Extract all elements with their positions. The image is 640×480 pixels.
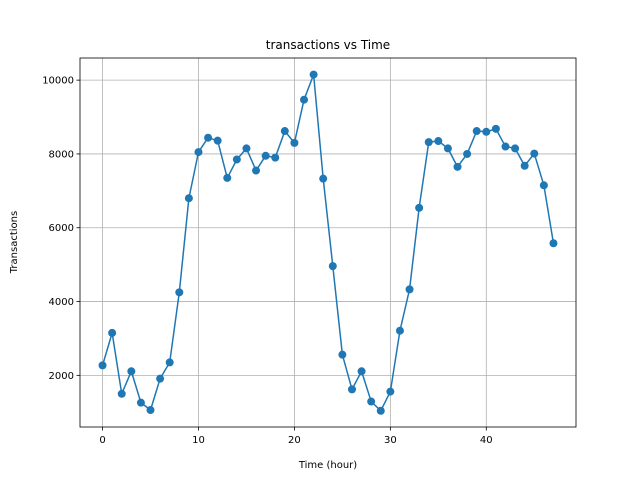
x-axis-label: Time (hour) (298, 460, 357, 471)
data-point (386, 387, 395, 396)
y-tick-label: 2000 (49, 371, 74, 382)
y-tick-label: 10000 (42, 76, 74, 87)
data-point (127, 367, 136, 376)
x-tick-label: 30 (384, 435, 397, 446)
data-point (136, 398, 145, 407)
data-point (405, 285, 414, 294)
data-point (194, 148, 203, 157)
y-axis-label: Transactions (9, 211, 20, 274)
data-point (252, 166, 261, 175)
grid (80, 58, 576, 427)
data-point (290, 138, 299, 147)
data-point (328, 262, 337, 271)
data-point (338, 350, 347, 359)
data-point (520, 161, 529, 170)
data-point (491, 124, 500, 133)
data-point (232, 155, 241, 164)
plot-area (80, 58, 576, 427)
data-point (357, 367, 366, 376)
data-point (319, 174, 328, 183)
data-point (300, 95, 309, 104)
data-point (242, 144, 251, 153)
data-point (549, 239, 558, 248)
data-point (472, 127, 481, 136)
data-point (501, 142, 510, 151)
x-tick-label: 40 (480, 435, 493, 446)
y-tick-label: 4000 (49, 297, 74, 308)
plot-frame (79, 57, 577, 428)
x-tick-label: 0 (99, 435, 105, 446)
data-point (108, 328, 117, 337)
data-point (376, 406, 385, 415)
data-point (415, 203, 424, 212)
data-point (309, 70, 318, 79)
x-tick-label: 10 (192, 435, 205, 446)
y-axis: 2000 4000 6000 8000 10000 (42, 76, 80, 382)
data-point (347, 385, 356, 394)
data-point (530, 149, 539, 158)
data-point (424, 138, 433, 147)
data-point (434, 137, 443, 146)
data-point (443, 144, 452, 153)
x-tick-label: 20 (288, 435, 301, 446)
data-point (511, 144, 520, 153)
data-point (271, 153, 280, 162)
y-tick-label: 6000 (49, 223, 74, 234)
y-tick-label: 8000 (49, 149, 74, 160)
data-point (146, 406, 155, 415)
data-point (165, 358, 174, 367)
data-point (184, 194, 193, 203)
data-point (453, 162, 462, 171)
data-point (261, 151, 270, 160)
data-point (539, 181, 548, 190)
chart-title: transactions vs Time (266, 38, 390, 52)
data-point (367, 397, 376, 406)
data-point (204, 133, 213, 142)
data-point (223, 173, 232, 182)
data-point (463, 149, 472, 158)
data-point (156, 374, 165, 383)
data-point (395, 326, 404, 335)
data-point (117, 389, 126, 398)
data-point (98, 361, 107, 370)
data-point (213, 136, 222, 145)
data-point (482, 127, 491, 136)
series-transactions (98, 70, 558, 415)
x-axis: 0 10 20 30 40 (99, 427, 493, 446)
data-point (175, 288, 184, 297)
data-point (280, 127, 289, 136)
